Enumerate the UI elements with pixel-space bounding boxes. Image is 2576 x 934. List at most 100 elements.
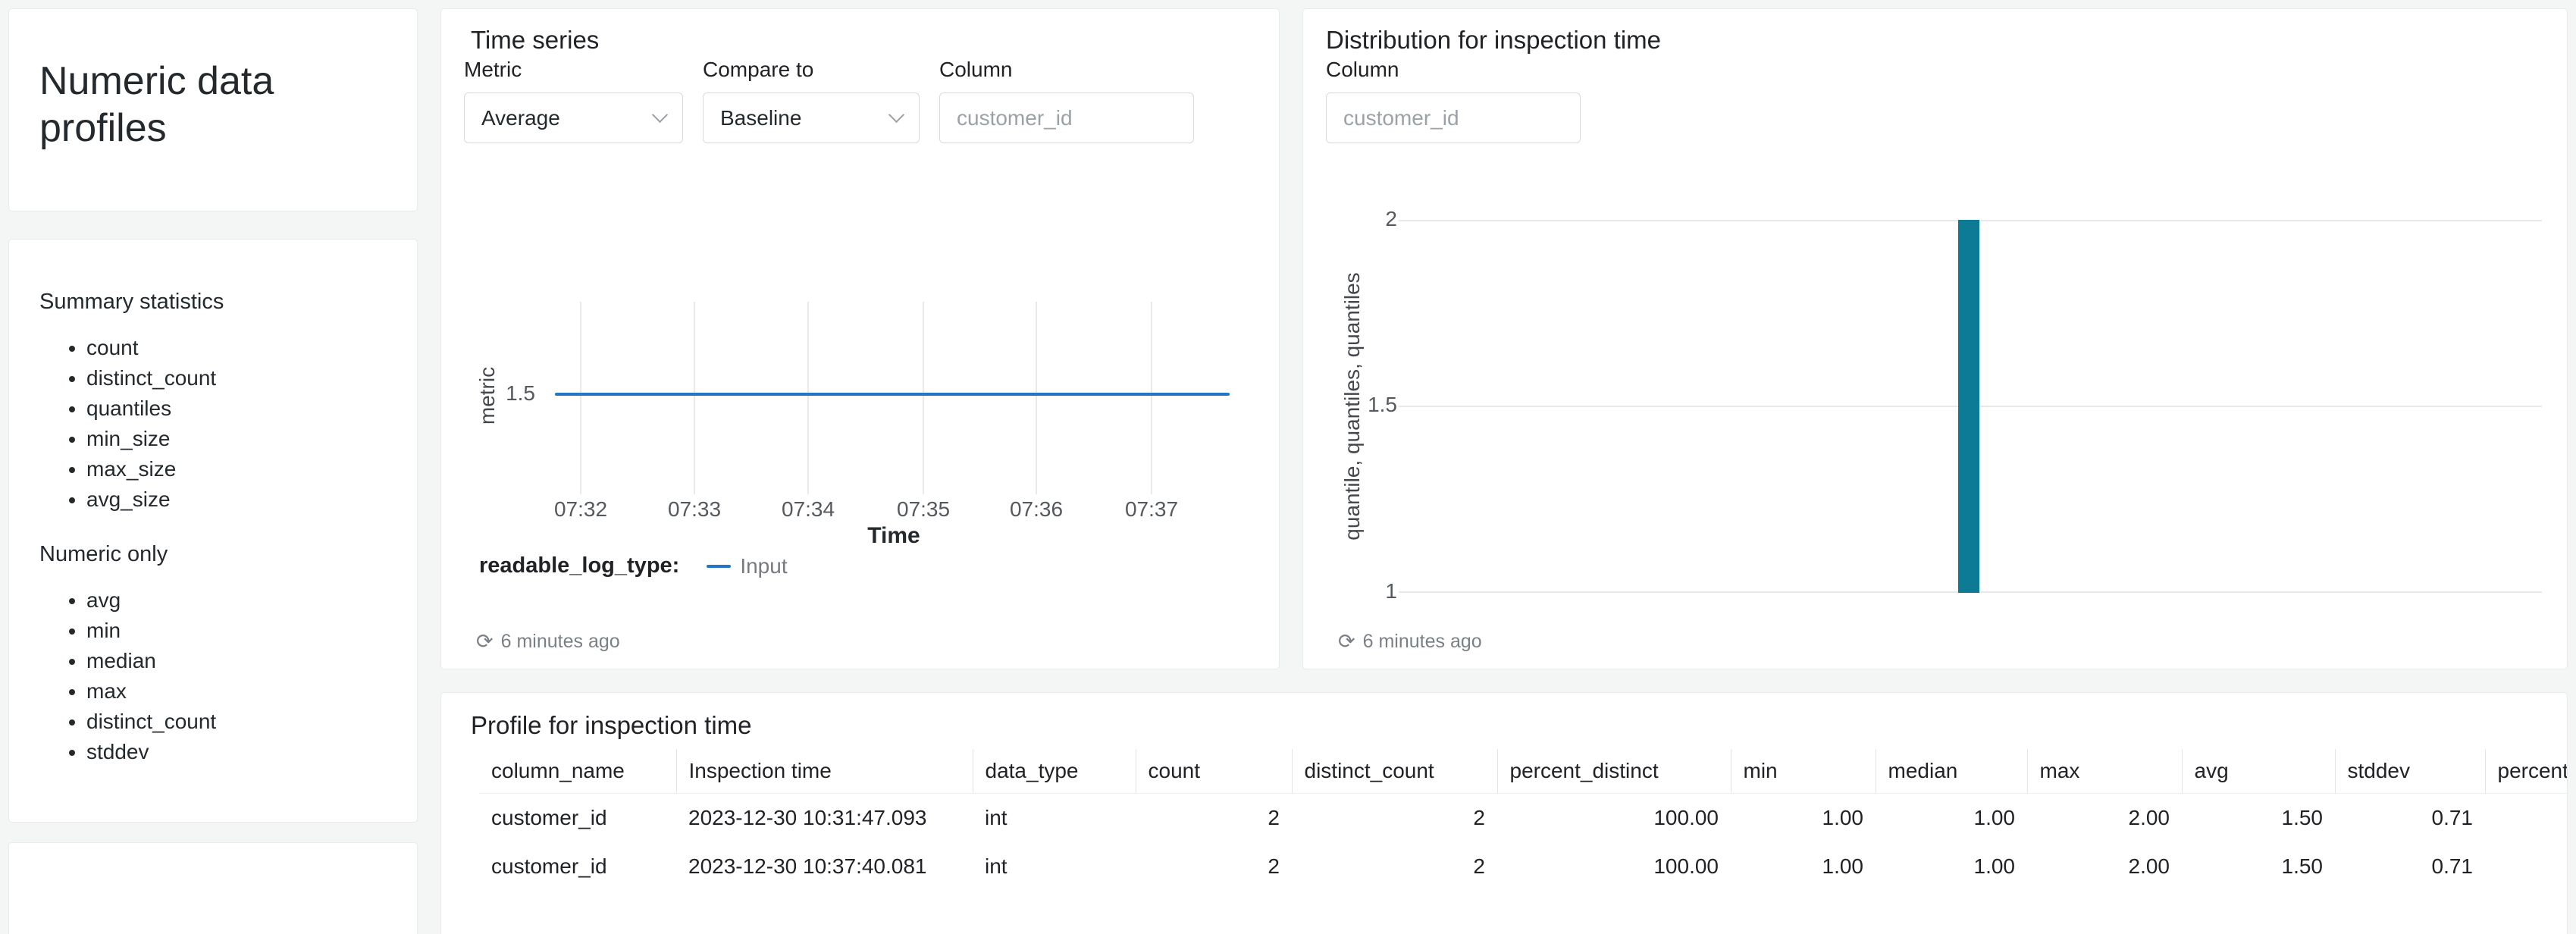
gridline <box>694 302 695 494</box>
chevron-down-icon <box>651 106 669 124</box>
chevron-down-icon <box>888 106 905 124</box>
cell-avg: 1.50 <box>2281 806 2324 829</box>
panel-title: Time series <box>471 26 600 54</box>
legend-field-name: readable_log_type: <box>479 553 680 578</box>
time-series-chart <box>555 302 1230 494</box>
summary-statistics-list: count distinct_count quantiles min_size … <box>39 333 387 515</box>
cell-column-name: customer_id <box>491 806 607 829</box>
column-header[interactable]: avg <box>2182 749 2336 794</box>
cell-data-type: int <box>985 854 1008 878</box>
column-header[interactable]: percentile <box>2485 749 2567 794</box>
histogram-bar <box>1958 220 1979 593</box>
gridline <box>807 302 809 494</box>
column-header[interactable]: percent_distinct <box>1497 749 1731 794</box>
y-axis-tick: 1 <box>1385 579 1397 603</box>
column-header[interactable]: median <box>1876 749 2028 794</box>
panel-refresh-status: ⟳ 6 minutes ago <box>476 631 620 653</box>
cell-min: 1.00 <box>1822 806 1864 829</box>
x-axis-tick: 07:36 <box>1009 497 1064 521</box>
compare-to-select-value: Baseline <box>720 105 802 130</box>
refresh-icon: ⟳ <box>476 630 494 653</box>
panel-refresh-status: ⟳ 6 minutes ago <box>1338 631 1482 653</box>
cell-percentile <box>2485 842 2567 891</box>
column-header[interactable]: column_name <box>479 749 677 794</box>
column-control: Column <box>939 58 1194 143</box>
list-item: min <box>86 616 387 646</box>
legend-series-label[interactable]: Input <box>740 553 788 578</box>
numeric-only-heading: Numeric only <box>39 542 168 566</box>
column-input[interactable] <box>939 92 1194 143</box>
profile-table-container: column_name Inspection time data_type co… <box>479 749 2567 891</box>
summary-statistics-heading: Summary statistics <box>39 290 224 314</box>
cell-percent-distinct: 100.00 <box>1653 806 1719 829</box>
dashboard-title: Numeric data profiles <box>39 59 274 151</box>
panel-profile-table: Profile for inspection time column_name … <box>440 692 2568 934</box>
profile-table: column_name Inspection time data_type co… <box>479 749 2567 891</box>
cell-max: 2.00 <box>2128 854 2170 878</box>
last-updated-text: 6 minutes ago <box>1362 631 1482 652</box>
cell-inspection-time: 2023-12-30 10:31:47.093 <box>688 806 927 829</box>
cell-median: 1.00 <box>1973 854 2016 878</box>
table-row: customer_id 2023-12-30 10:37:40.081 int … <box>479 842 2567 891</box>
cell-percent-distinct: 100.00 <box>1653 854 1719 878</box>
column-header[interactable]: stddev <box>2335 749 2486 794</box>
column-header[interactable]: count <box>1136 749 1293 794</box>
x-axis-tick: 07:35 <box>896 497 951 521</box>
cell-avg: 1.50 <box>2281 854 2324 878</box>
column-header[interactable]: max <box>2027 749 2183 794</box>
column-header[interactable]: data_type <box>973 749 1136 794</box>
cell-column-name: customer_id <box>491 854 607 878</box>
panel-title: Distribution for inspection time <box>1326 26 1662 54</box>
column-header[interactable]: Inspection time <box>676 749 973 794</box>
list-item: min_size <box>86 424 387 454</box>
compare-to-control: Compare to Baseline <box>703 58 920 143</box>
column-input[interactable] <box>1326 92 1581 143</box>
panel-partial <box>8 842 418 934</box>
column-header[interactable]: min <box>1731 749 1876 794</box>
metric-control: Metric Average <box>464 58 683 143</box>
cell-inspection-time: 2023-12-30 10:37:40.081 <box>688 854 927 878</box>
last-updated-text: 6 minutes ago <box>500 631 620 652</box>
x-axis-label: Time <box>867 523 920 548</box>
cell-stddev: 0.71 <box>2431 854 2474 878</box>
table-header-row: column_name Inspection time data_type co… <box>479 749 2567 794</box>
cell-data-type: int <box>985 806 1008 829</box>
y-axis-tick: 1.5 <box>506 381 535 405</box>
list-item: quantiles <box>86 393 387 424</box>
metric-select[interactable]: Average <box>464 92 683 143</box>
chart-legend: readable_log_type: Input <box>479 553 788 578</box>
x-axis-tick: 07:33 <box>667 497 722 521</box>
panel-title: Profile for inspection time <box>471 711 752 739</box>
cell-percentile <box>2485 794 2567 843</box>
cell-count: 2 <box>1268 806 1280 829</box>
cell-distinct-count: 2 <box>1473 854 1485 878</box>
gridline <box>923 302 924 494</box>
list-item: avg_size <box>86 484 387 515</box>
cell-count: 2 <box>1268 854 1280 878</box>
column-label: Column <box>1326 58 1399 81</box>
compare-to-select[interactable]: Baseline <box>703 92 920 143</box>
cell-median: 1.00 <box>1973 806 2016 829</box>
column-label: Column <box>939 58 1013 81</box>
x-axis-ticks: 07:32 07:33 07:34 07:35 07:36 07:37 <box>441 497 1280 525</box>
panel-distribution: Distribution for inspection time Column … <box>1302 8 2568 669</box>
compare-to-label: Compare to <box>703 58 814 81</box>
time-series-controls: Metric Average Compare to Baseline Colum… <box>464 58 1194 143</box>
list-item: distinct_count <box>86 363 387 393</box>
list-item: max_size <box>86 454 387 484</box>
list-item: distinct_count <box>86 707 387 737</box>
x-axis-tick: 07:34 <box>781 497 835 521</box>
list-item: max <box>86 676 387 707</box>
cell-min: 1.00 <box>1822 854 1864 878</box>
list-item: count <box>86 333 387 363</box>
list-item: avg <box>86 585 387 616</box>
column-header[interactable]: distinct_count <box>1292 749 1498 794</box>
cell-stddev: 0.71 <box>2431 806 2474 829</box>
gridline <box>1036 302 1037 494</box>
y-axis-tick: 1.5 <box>1368 393 1397 416</box>
y-axis-tick: 2 <box>1385 207 1397 230</box>
gridline <box>580 302 581 494</box>
list-item: median <box>86 646 387 676</box>
metric-label: Metric <box>464 58 522 81</box>
